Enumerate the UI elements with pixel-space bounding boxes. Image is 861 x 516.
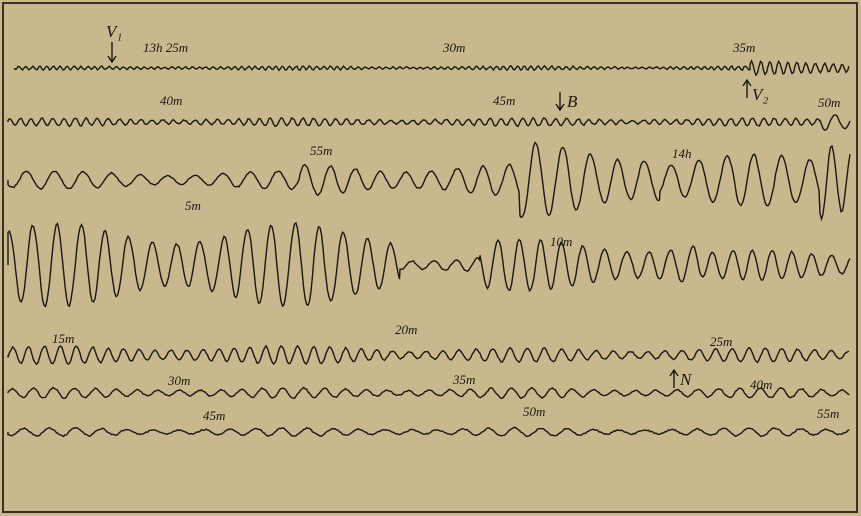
label: 40m [750, 377, 772, 392]
label: 50m [523, 404, 545, 419]
label: 35m [452, 372, 475, 387]
label: V₂ [752, 85, 768, 104]
label: 5m [185, 198, 201, 213]
label: 50m [818, 95, 840, 110]
seismogram: V₁ 13h 25m 30m 35m V₂ 40m 45m B 50m 55m … [0, 0, 861, 516]
label: 20m [395, 322, 417, 337]
label: 10m [550, 234, 572, 249]
label: 45m [203, 408, 225, 423]
label: 35m [732, 40, 755, 55]
label: 14h [672, 146, 692, 161]
label: 30m [167, 373, 190, 388]
label: 45m [493, 93, 515, 108]
label: 15m [52, 331, 74, 346]
label: 30m [442, 40, 465, 55]
label: 40m [160, 93, 182, 108]
label: N [679, 370, 693, 389]
label: 55m [817, 406, 839, 421]
label: V₁ [106, 22, 122, 41]
label: 25m [710, 334, 732, 349]
label: B [567, 92, 578, 111]
label: 13h 25m [143, 40, 188, 55]
label: 55m [310, 143, 332, 158]
paper [0, 0, 861, 516]
